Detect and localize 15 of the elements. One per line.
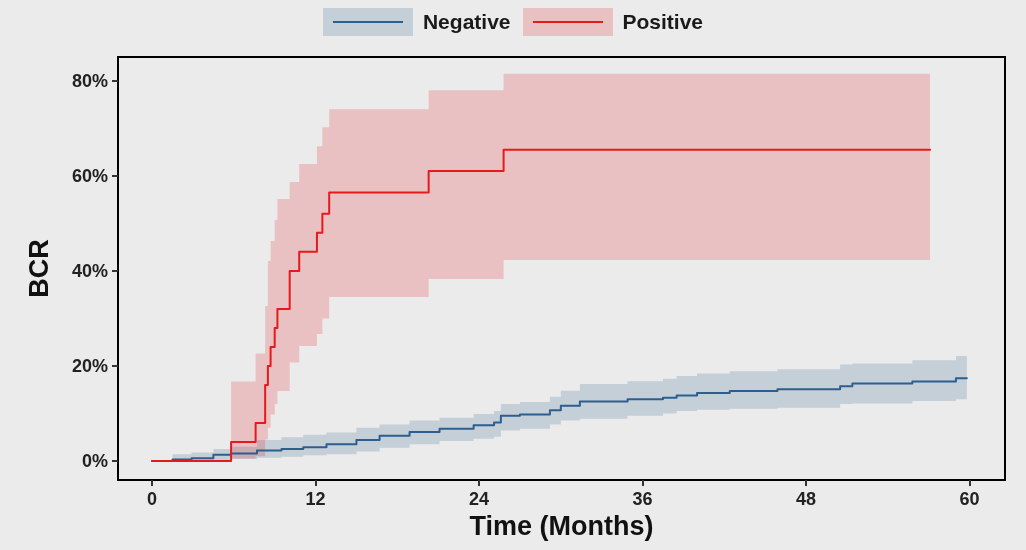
y-tick-label: 60% — [71, 165, 108, 186]
x-tick-label: 60 — [959, 489, 980, 509]
x-tick-label: 36 — [632, 489, 653, 509]
legend-label: Negative — [422, 10, 511, 34]
x-axis-title: Time (Months) — [469, 511, 654, 542]
legend-label: Positive — [622, 10, 704, 34]
y-tick-label: 80% — [71, 70, 108, 91]
y-tick-label: 0% — [81, 450, 108, 471]
y-axis-title: BCR — [23, 239, 54, 298]
x-tick-label: 12 — [305, 489, 326, 509]
x-tick-label: 0 — [147, 489, 158, 509]
y-tick-label: 40% — [71, 260, 108, 281]
x-tick-label: 48 — [796, 489, 817, 509]
y-tick-label: 20% — [71, 355, 108, 376]
x-tick-label: 24 — [469, 489, 490, 509]
